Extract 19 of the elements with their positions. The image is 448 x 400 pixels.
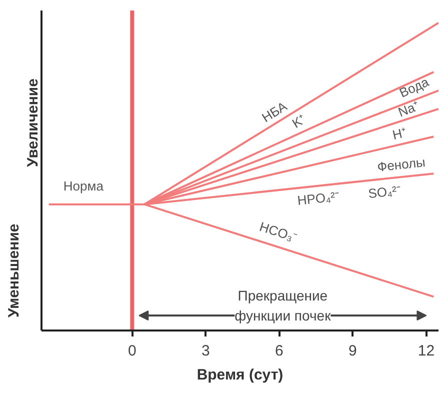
annotation: H⁺ <box>391 124 408 143</box>
annotation: HCO₃⁻ <box>258 218 299 245</box>
x-tick-label: 9 <box>348 342 357 360</box>
annotation: Вода <box>397 74 432 100</box>
x-tick-label: 3 <box>202 342 210 360</box>
annotation: K⁺ <box>289 112 308 131</box>
annotation: НБА <box>259 98 290 126</box>
x-tick-label: 12 <box>418 342 435 360</box>
annotation: Увеличение <box>24 78 42 168</box>
x-tick-label: 6 <box>275 342 284 360</box>
annotation: Na⁺ <box>396 98 421 120</box>
x-tick-label: 0 <box>128 342 136 360</box>
text: Уменьшение <box>6 224 22 318</box>
annotation: SO₄²⁻ <box>367 182 402 202</box>
annotation: Норма <box>63 178 104 194</box>
x-axis-title: Время (сут) <box>196 366 284 384</box>
annotation: Фенолы <box>376 154 426 174</box>
annotation: HPO₄²⁻ <box>296 188 340 208</box>
annotation: Прекращение функции почек <box>234 288 332 324</box>
